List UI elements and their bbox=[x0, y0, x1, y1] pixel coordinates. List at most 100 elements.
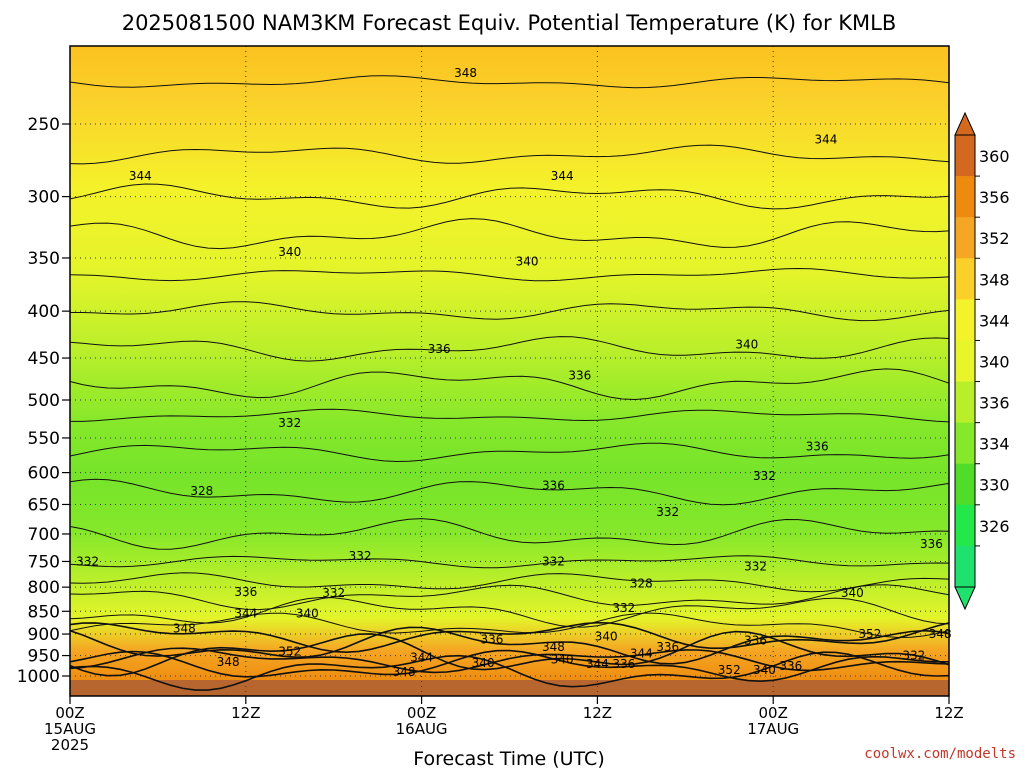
colorbar-swatch bbox=[955, 217, 975, 259]
contour-label: 328 bbox=[630, 577, 653, 591]
contour-label: 352 bbox=[278, 644, 301, 658]
contour-line bbox=[69, 478, 950, 506]
plot-background bbox=[70, 46, 949, 696]
x-tick-label: 2025 bbox=[51, 736, 89, 754]
colorbar-arrow-bottom bbox=[954, 586, 976, 611]
contour-line bbox=[69, 612, 950, 639]
surface-band bbox=[70, 680, 949, 696]
contour-label: 336 bbox=[656, 640, 679, 654]
contour-lines bbox=[69, 75, 950, 691]
contour-label: 340 bbox=[735, 338, 758, 352]
contour-label: 348 bbox=[454, 66, 477, 80]
contour-label: 340 bbox=[595, 629, 618, 643]
y-tick-label: 300 bbox=[28, 188, 60, 208]
y-tick-label: 700 bbox=[28, 525, 60, 545]
colorbar-frame bbox=[954, 134, 976, 588]
contour-label: 348 bbox=[217, 655, 240, 669]
x-tick-label: 15AUG bbox=[44, 720, 96, 738]
contour-label: 336 bbox=[806, 440, 829, 454]
colorbar-swatch bbox=[955, 504, 975, 547]
colorbar-label: 356 bbox=[979, 188, 1010, 207]
y-tick-label: 850 bbox=[28, 602, 60, 622]
contour-label: 332 bbox=[278, 416, 301, 430]
y-tick-label: 800 bbox=[28, 578, 60, 598]
contour-label: 340 bbox=[753, 663, 776, 677]
contour-label: 348 bbox=[929, 627, 952, 641]
colorbar: 360 356 352 348 344 340 336 334 330 326 bbox=[954, 111, 1010, 611]
y-tick-label: 450 bbox=[28, 349, 60, 369]
colorbar-swatch bbox=[955, 381, 975, 424]
contour-label: 336 bbox=[612, 657, 635, 671]
colorbar-label: 334 bbox=[979, 435, 1010, 454]
contour-line bbox=[69, 626, 950, 665]
contour-label: 336 bbox=[542, 479, 565, 493]
colorbar-swatch bbox=[955, 463, 975, 506]
contour-line bbox=[69, 572, 950, 593]
colorbar-arrow-top bbox=[954, 111, 976, 136]
contour-line bbox=[69, 75, 950, 89]
colorbar-label: 326 bbox=[979, 517, 1010, 536]
contour-label: 332 bbox=[76, 554, 99, 568]
contour-label: 336 bbox=[568, 368, 591, 382]
contour-label: 336 bbox=[480, 632, 503, 646]
contour-line bbox=[69, 584, 950, 611]
contour-label: 352 bbox=[858, 627, 881, 641]
colorbar-label: 340 bbox=[979, 353, 1010, 372]
contour-label: 344 bbox=[410, 651, 433, 665]
contour-line bbox=[70, 301, 950, 322]
colorbar-swatch bbox=[955, 299, 975, 341]
contour-label: 336 bbox=[428, 342, 451, 356]
contour-line bbox=[69, 596, 950, 628]
y-tick-label: 650 bbox=[28, 495, 60, 515]
contour-label: 340 bbox=[516, 254, 539, 268]
colorbar-label: 352 bbox=[979, 229, 1010, 248]
contour-label: 344 bbox=[630, 646, 653, 660]
contour-label: 340 bbox=[472, 656, 495, 670]
contour-line bbox=[69, 336, 950, 362]
x-tick-label: 16AUG bbox=[396, 720, 448, 738]
contour-label: 344 bbox=[586, 657, 609, 671]
contour-label: 344 bbox=[814, 133, 837, 147]
colorbar-swatch bbox=[955, 135, 975, 177]
contour-label: 332 bbox=[744, 560, 767, 574]
contour-line bbox=[69, 649, 949, 683]
plot-area bbox=[70, 46, 949, 696]
contour-label: 348 bbox=[393, 665, 416, 679]
contour-line bbox=[69, 555, 950, 569]
y-tick-label: 950 bbox=[28, 647, 60, 667]
contour-label: 332 bbox=[612, 601, 635, 615]
contour-line bbox=[69, 368, 950, 401]
contour-label: 352 bbox=[718, 663, 741, 677]
contour-line bbox=[69, 144, 950, 165]
y-tick-label: 250 bbox=[28, 115, 60, 135]
colorbar-swatch bbox=[955, 422, 975, 465]
contour-label: 336 bbox=[234, 585, 257, 599]
contour-label: 340 bbox=[841, 586, 864, 600]
y-tick-label: 550 bbox=[28, 429, 60, 449]
contour-label: 336 bbox=[920, 537, 943, 551]
x-tick-label: 00Z bbox=[759, 704, 788, 722]
contour-label: 344 bbox=[551, 169, 574, 183]
colorbar-swatch bbox=[955, 545, 975, 588]
y-tick-label: 1000 bbox=[17, 667, 60, 687]
y-tick-label: 400 bbox=[28, 302, 60, 322]
x-tick-label: 00Z bbox=[55, 704, 84, 722]
colorbar-label: 330 bbox=[979, 476, 1010, 495]
y-tick-label: 350 bbox=[28, 249, 60, 269]
colorbar-label: 336 bbox=[979, 394, 1010, 413]
y-tick-label: 600 bbox=[28, 464, 60, 484]
chart-title: 2025081500 NAM3KM Forecast Equiv. Potent… bbox=[122, 11, 897, 35]
contour-label: 348 bbox=[173, 621, 196, 635]
colorbar-swatch bbox=[955, 340, 975, 383]
colorbar-swatch bbox=[955, 176, 975, 218]
contour-line bbox=[69, 630, 950, 677]
contour-label: 332 bbox=[902, 649, 925, 663]
contour-line bbox=[69, 651, 950, 691]
colorbar-swatch bbox=[955, 258, 975, 300]
contour-line bbox=[69, 183, 950, 210]
colorbar-label: 348 bbox=[979, 270, 1010, 289]
contour-label: 344 bbox=[129, 169, 152, 183]
